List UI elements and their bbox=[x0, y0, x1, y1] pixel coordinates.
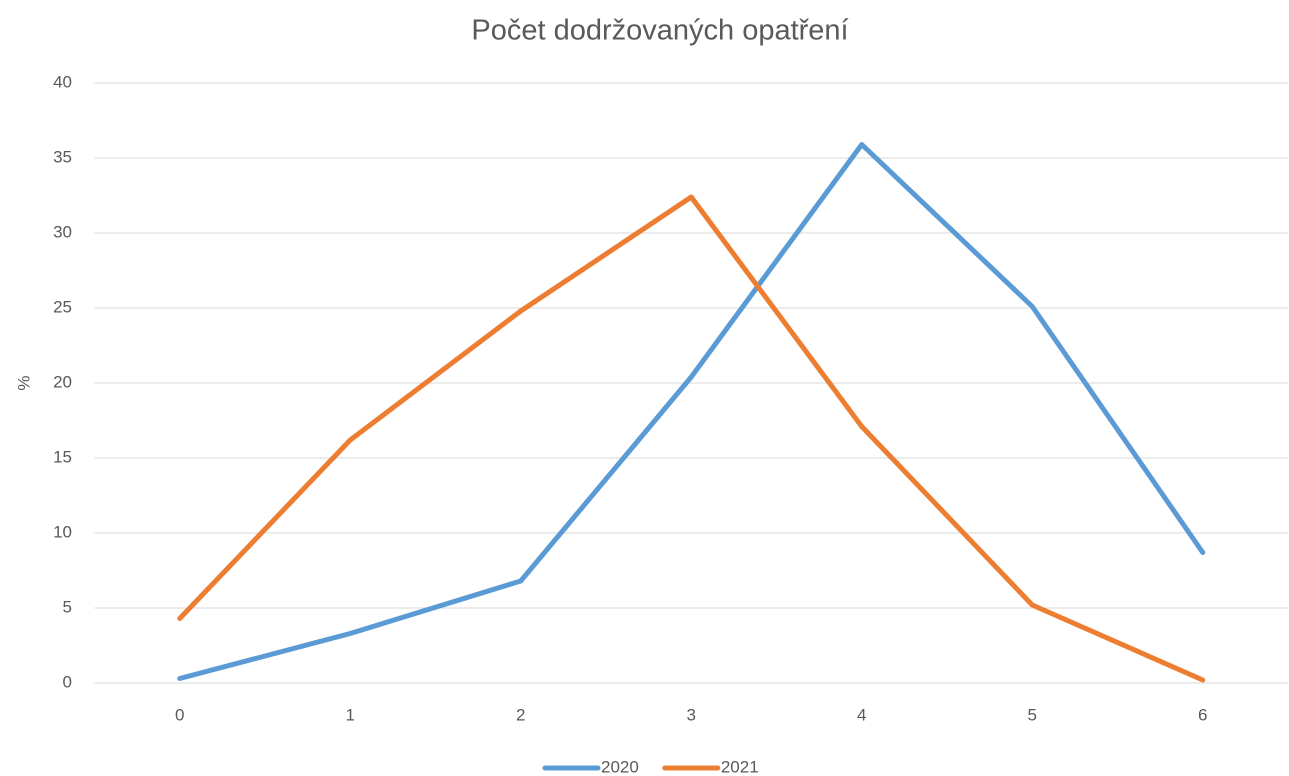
y-axis-label: % bbox=[14, 375, 33, 390]
series-line bbox=[177, 194, 1206, 683]
chart-title: Počet dodržovaných opatření bbox=[471, 15, 848, 47]
y-tick-label: 20 bbox=[53, 372, 72, 391]
x-tick-label: 2 bbox=[516, 705, 525, 724]
y-tick-label: 30 bbox=[53, 222, 72, 241]
legend-label: 2020 bbox=[601, 757, 639, 776]
x-tick-label: 5 bbox=[1028, 705, 1037, 724]
y-tick-label: 35 bbox=[53, 147, 72, 166]
y-tick-label: 40 bbox=[53, 72, 72, 91]
x-tick-label: 3 bbox=[687, 705, 696, 724]
y-tick-label: 0 bbox=[63, 672, 72, 691]
x-tick-label: 0 bbox=[175, 705, 184, 724]
x-tick-label: 4 bbox=[857, 705, 866, 724]
y-tick-label: 5 bbox=[63, 597, 72, 616]
legend-label: 2021 bbox=[721, 757, 759, 776]
y-tick-label: 10 bbox=[53, 522, 72, 541]
series-line bbox=[177, 142, 1206, 681]
y-tick-label: 15 bbox=[53, 447, 72, 466]
y-tick-label: 25 bbox=[53, 297, 72, 316]
x-tick-label: 1 bbox=[346, 705, 355, 724]
x-tick-label: 6 bbox=[1198, 705, 1207, 724]
